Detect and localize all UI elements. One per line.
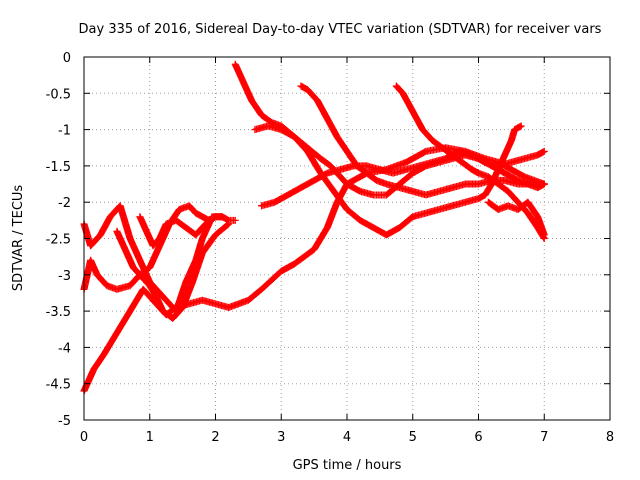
y-tick-label: -2 [58,196,71,211]
data-point [540,147,548,155]
y-axis-label: SDTVAR / TECUs [11,185,26,292]
y-tick-label: -5 [58,414,71,429]
series-9 [392,82,548,242]
x-tick-label: 7 [540,430,548,445]
y-tick-label: -0.5 [46,87,71,102]
y-tick-label: 0 [63,51,71,66]
data-marks [80,60,548,395]
series-8 [258,147,548,210]
y-tick-label: -2.5 [46,233,71,248]
y-tick-label: -4.5 [46,378,71,393]
x-tick-label: 0 [80,430,88,445]
x-tick-label: 5 [409,430,417,445]
chart-title: Day 335 of 2016, Sidereal Day-to-day VTE… [79,22,602,37]
x-tick-label: 1 [146,430,154,445]
y-tick-label: -3.5 [46,305,71,320]
y-tick-label: -1.5 [46,160,71,175]
data-point [231,216,239,224]
data-point [225,220,233,228]
data-point [517,122,525,130]
x-tick-label: 4 [343,430,351,445]
data-point [212,213,219,221]
series-5 [136,213,219,250]
data-point [224,221,232,229]
x-axis-label: GPS time / hours [293,458,402,473]
x-tick-label: 8 [606,430,614,445]
y-tick-label: -4 [58,341,71,356]
series-7 [297,82,548,199]
x-tick-label: 3 [277,430,285,445]
data-point [540,231,548,239]
data-point [210,214,218,222]
data-point [540,180,548,188]
x-tick-label: 2 [211,430,219,445]
y-tick-label: -1 [58,124,71,139]
axis-ticks: 0 1 2 3 4 5 6 7 8 0 -0.5 -1 -1.5 -2 -2.5 -3 -3.5 -4 -4.5 -5 [46,51,615,445]
x-tick-label: 6 [474,430,482,445]
series-10 [251,122,525,239]
data-point [218,213,226,221]
series-4 [113,220,233,322]
series-11 [484,198,548,239]
y-tick-label: -3 [58,269,71,284]
